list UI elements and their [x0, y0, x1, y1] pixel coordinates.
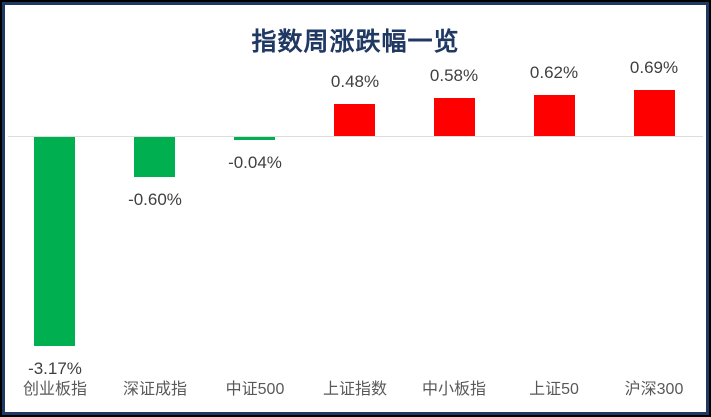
x-axis-label: 沪深300 — [624, 381, 684, 398]
bar-创业板指 — [34, 137, 75, 346]
bar-value-label: 0.62% — [529, 63, 579, 82]
x-axis-label: 上证50 — [529, 381, 579, 398]
x-axis-label: 中小板指 — [421, 381, 486, 398]
bar-中小板指 — [434, 98, 475, 136]
bar-沪深300 — [634, 90, 675, 136]
chart-title: 指数周涨跌幅一览 — [251, 28, 460, 56]
bar-value-label: 0.69% — [629, 58, 679, 77]
bar-value-label: -0.04% — [228, 153, 282, 172]
bar-value-label: 0.58% — [429, 66, 479, 85]
x-axis-line — [8, 136, 703, 137]
x-axis-label: 上证指数 — [322, 381, 387, 398]
x-axis-label: 深证成指 — [122, 381, 187, 398]
bar-value-label: 0.48% — [330, 72, 380, 91]
bar-value-label: -0.60% — [128, 190, 182, 209]
bar-上证50 — [534, 95, 575, 136]
x-axis-label: 创业板指 — [22, 381, 87, 398]
plot-area: -3.17% 创业板指 -0.60% 深证成指 -0.04% 中证500 0.48% 上证指数… — [5, 5, 706, 412]
bar-value-label: -3.17% — [28, 359, 82, 378]
x-axis-label: 中证500 — [225, 381, 285, 398]
bar-深证成指 — [134, 137, 175, 177]
bar-中证500 — [234, 137, 275, 140]
bar-上证指数 — [334, 104, 375, 136]
